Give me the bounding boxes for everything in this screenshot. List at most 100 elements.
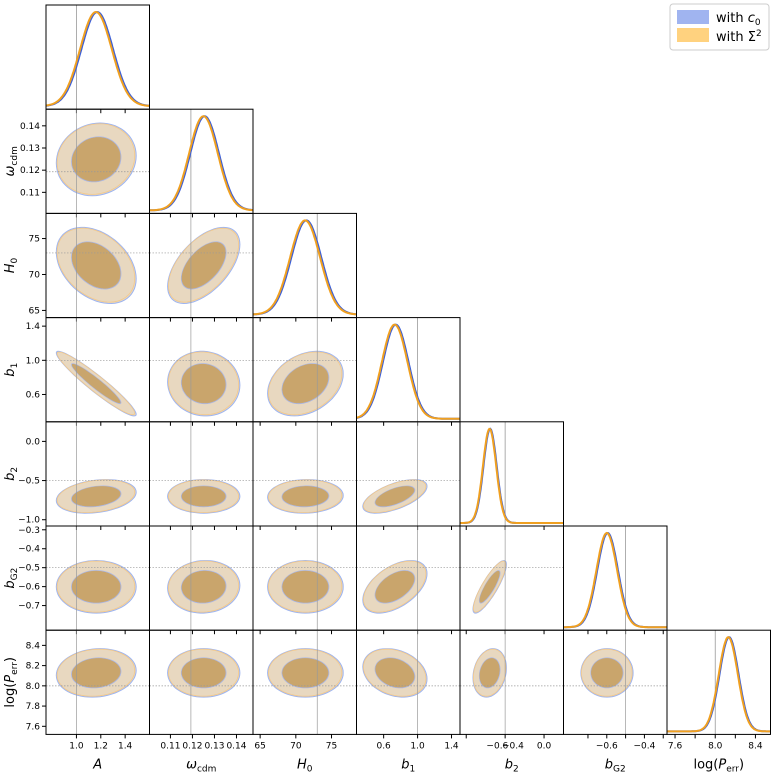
x-tick-label: 75 [326, 741, 337, 751]
y-tick-label: 70 [29, 270, 41, 280]
posterior-curve-sigma2 [356, 323, 460, 420]
panel-A-omega_cdm [42, 108, 150, 218]
panel-b2-bG2 [459, 525, 564, 635]
y-tick-label: 0.0 [26, 437, 41, 447]
panel-body [46, 5, 150, 110]
x-axis-label-b2: b2 [505, 757, 519, 774]
posterior-curve-c0 [667, 636, 771, 733]
posterior-curve-sigma2 [253, 219, 357, 316]
contour-68-sigma2 [479, 658, 500, 688]
panel-A-b1 [42, 317, 150, 426]
y-tick-label: 1.4 [26, 322, 41, 332]
contour-68-sigma2 [71, 658, 120, 688]
panel-body [149, 317, 253, 422]
y-tick-label: −0.7 [18, 602, 40, 612]
panel-logPerr-logPerr [666, 629, 771, 739]
posterior-curve-c0 [460, 427, 564, 524]
contour-68-sigma2 [282, 363, 328, 403]
y-axis-label-b1: b1 [3, 363, 20, 377]
panel-body [46, 630, 150, 735]
posterior-curve-c0 [563, 531, 667, 629]
x-axis-label-A: A [92, 757, 102, 772]
contour-68-sigma2 [375, 658, 414, 688]
panel-body [356, 630, 460, 735]
contour-68-sigma2 [282, 658, 328, 688]
contour-68-sigma2 [71, 363, 120, 403]
contour-68-sigma2 [181, 242, 226, 289]
x-tick-label: 0.12 [182, 741, 202, 751]
panel-body [356, 421, 460, 526]
panel-body [149, 109, 253, 214]
panel-body [46, 109, 150, 214]
legend-label-sigma2: with Σ2 [716, 29, 762, 45]
panel-omega_cdm-H0 [149, 212, 254, 322]
contour-68-sigma2 [181, 570, 226, 603]
y-axis-label-b2: b2 [3, 467, 20, 481]
contour-68-sigma2 [375, 570, 414, 603]
panel-body [46, 526, 150, 631]
panel-bG2-bG2 [563, 525, 668, 635]
contour-68-sigma2 [282, 570, 328, 603]
x-tick-label: 65 [254, 741, 265, 751]
contour-68-sigma2 [181, 363, 226, 403]
x-tick-label: 7.6 [668, 741, 683, 751]
panel-H0-logPerr [252, 629, 357, 739]
panel-frame [149, 108, 254, 214]
panel-omega_cdm-bG2 [149, 525, 254, 635]
contour-68-sigma2 [71, 570, 120, 603]
x-tick-label: −0.6 [596, 741, 618, 751]
panel-body [46, 213, 150, 318]
legend-swatch-c0 [677, 10, 709, 24]
panel-body [253, 213, 357, 318]
y-axis-label-bG2: bG2 [3, 568, 20, 589]
y-axis-label-omega_cdm: ωcdm [3, 146, 20, 176]
contour-68-sigma2 [479, 570, 500, 603]
y-tick-label: −0.3 [18, 526, 40, 536]
panel-H0-b1 [252, 317, 357, 426]
x-tick-label: 1.4 [444, 741, 459, 751]
panel-b2-b2 [459, 421, 564, 530]
panel-b1-b2 [356, 421, 461, 530]
panel-H0-b2 [252, 421, 357, 530]
y-tick-label: 8.4 [26, 641, 41, 651]
panel-body [253, 630, 357, 735]
panel-b1-bG2 [356, 525, 461, 635]
x-axis-label-omega_cdm: ωcdm [186, 757, 216, 774]
legend-swatch-sigma2 [677, 28, 709, 42]
y-tick-label: 8.0 [26, 682, 41, 692]
y-tick-label: 0.6 [26, 390, 41, 400]
y-axis-label-logPerr: log(Perr) [3, 657, 20, 708]
panel-A-A [45, 4, 150, 114]
y-tick-label: 0.14 [20, 122, 40, 132]
contour-68-sigma2 [181, 486, 226, 507]
panel-frame [563, 525, 668, 631]
panel-b1-b1 [356, 317, 461, 426]
x-tick-label: 1.4 [118, 741, 133, 751]
panel-A-logPerr [42, 629, 150, 739]
x-axis-label-H0: H0 [297, 757, 313, 774]
panel-H0-H0 [252, 212, 357, 322]
y-tick-label: 65 [29, 306, 40, 316]
y-tick-label: −1.0 [18, 516, 40, 526]
posterior-curve-sigma2 [46, 10, 150, 107]
posterior-curve-sigma2 [149, 115, 253, 212]
panel-b1-logPerr [356, 629, 461, 739]
y-tick-label: 0.11 [20, 188, 40, 198]
panel-body [356, 526, 460, 631]
x-tick-label: −0.6 [486, 741, 508, 751]
x-tick-label: 0.14 [226, 741, 246, 751]
x-tick-label: 0.0 [537, 741, 552, 751]
posterior-curve-c0 [46, 10, 150, 107]
panel-body [356, 317, 460, 422]
x-tick-label: 1.0 [410, 741, 425, 751]
y-tick-label: −0.4 [18, 545, 40, 555]
panel-omega_cdm-omega_cdm [149, 108, 254, 218]
y-axis-label-H0: H0 [3, 257, 20, 273]
x-tick-label: 0.6 [376, 741, 391, 751]
panel-frame [666, 629, 771, 735]
x-tick-label: −0.4 [633, 741, 655, 751]
panel-body [460, 630, 564, 735]
contour-68-sigma2 [71, 242, 120, 289]
panel-omega_cdm-b2 [149, 421, 254, 530]
